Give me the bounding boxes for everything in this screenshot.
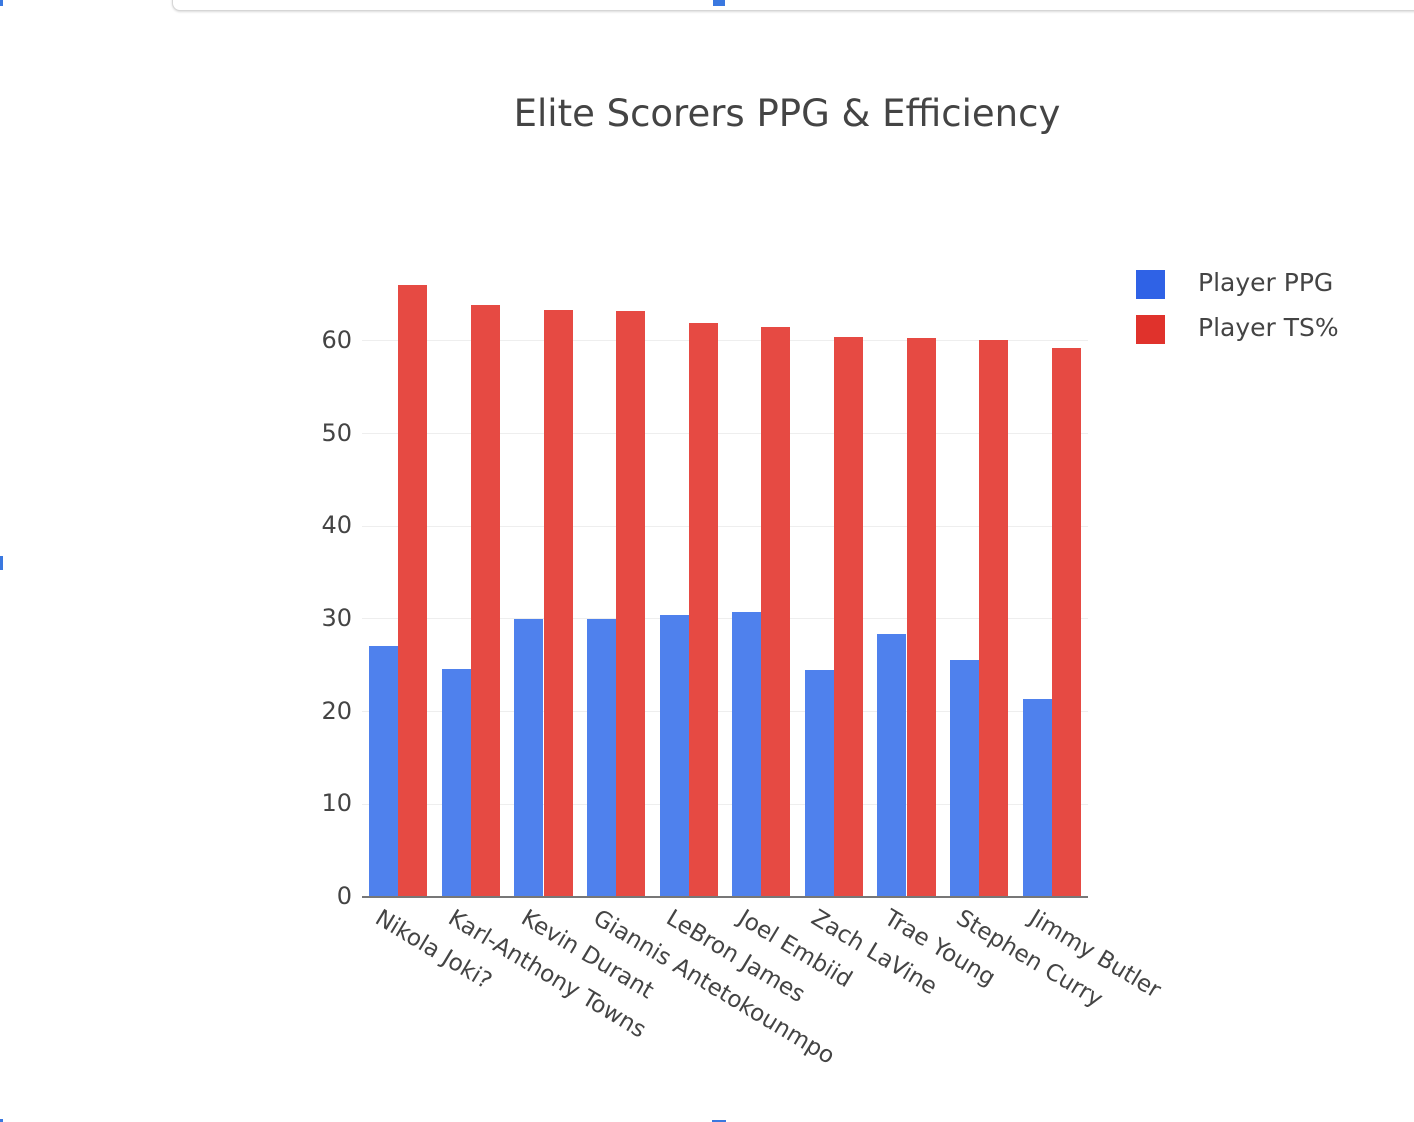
x-axis-labels: Nikola Joki? Karl-Anthony Towns Kevin Dura…	[0, 897, 1414, 1087]
gridline	[362, 618, 1088, 620]
y-tick-label: 40	[321, 511, 352, 540]
chart-title: Elite Scorers PPG & Efficiency	[513, 92, 1061, 135]
gridline	[362, 803, 1088, 805]
bar-ppg[interactable]	[586, 618, 617, 897]
bar-ts[interactable]	[398, 285, 428, 897]
bar-ppg[interactable]	[514, 618, 544, 897]
bar-ts[interactable]	[1051, 348, 1081, 897]
bar-ppg[interactable]	[949, 659, 980, 897]
selection-handle-top-left[interactable]	[0, 0, 3, 6]
top-container-frame	[172, 0, 1414, 11]
y-tick-label: 50	[321, 418, 352, 447]
y-tick-label: 0	[336, 882, 352, 910]
gridline	[362, 433, 1088, 434]
legend-swatch-ppg	[1136, 270, 1165, 299]
y-tick-label: 10	[321, 789, 352, 818]
bar-ts[interactable]	[616, 311, 646, 897]
legend-label-ts: Player TS%	[1198, 313, 1339, 342]
selection-handle-bottom-left[interactable]	[0, 1119, 3, 1122]
plot-area: 0 10 20 30 40 50 60	[321, 240, 1088, 910]
y-tick-label: 60	[321, 325, 352, 354]
bar-ppg[interactable]	[369, 645, 399, 897]
bar-ppg[interactable]	[877, 633, 907, 897]
y-tick-label: 30	[321, 603, 352, 632]
selection-handle-top-middle[interactable]	[713, 0, 725, 6]
selection-handle-bottom-middle[interactable]	[712, 1120, 726, 1122]
bar-ts[interactable]	[979, 339, 1009, 897]
bar-ts[interactable]	[543, 310, 573, 897]
bar-ppg[interactable]	[732, 612, 762, 897]
bar-ts[interactable]	[833, 337, 864, 897]
x-axis-line	[362, 896, 1088, 898]
bar-ppg[interactable]	[441, 668, 471, 897]
bar-ts[interactable]	[470, 304, 501, 897]
gridline	[362, 340, 1088, 342]
bar-ts[interactable]	[906, 338, 936, 897]
bar-ppg[interactable]	[804, 669, 834, 897]
bar-ts[interactable]	[688, 323, 718, 897]
gridline	[362, 525, 1088, 527]
bar-ppg[interactable]	[1022, 698, 1052, 897]
y-tick-label: 20	[321, 696, 352, 725]
gridline	[362, 711, 1088, 713]
bar-ppg[interactable]	[659, 615, 689, 897]
legend-swatch-ts	[1136, 315, 1165, 344]
selection-handle-middle-left[interactable]	[0, 556, 3, 570]
legend-label-ppg: Player PPG	[1198, 268, 1334, 297]
bar-ts[interactable]	[761, 326, 791, 897]
